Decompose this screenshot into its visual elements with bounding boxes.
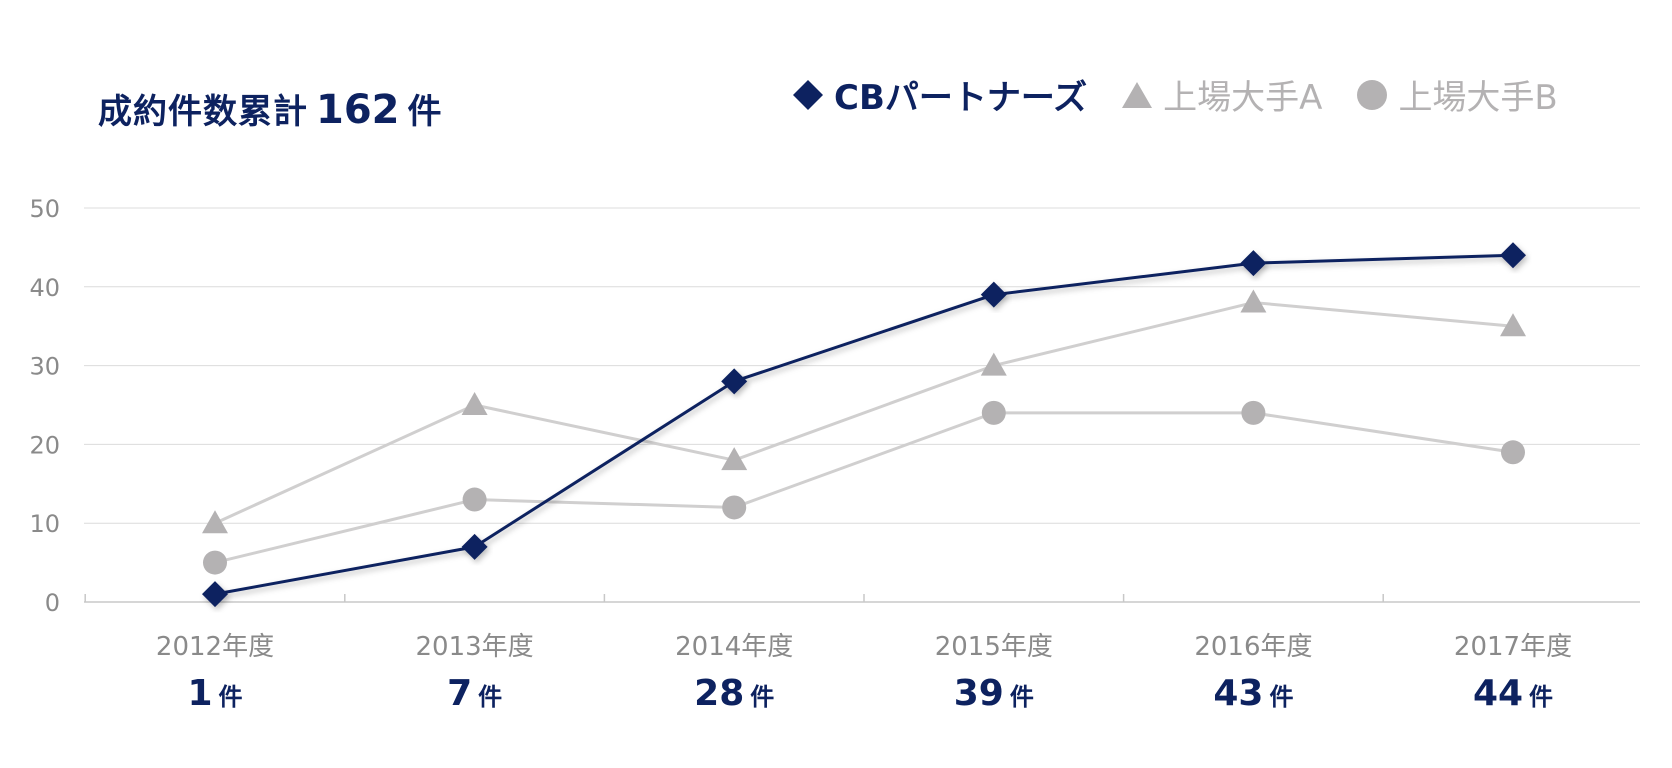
data-point <box>203 550 227 575</box>
x-tick-label: 2017年度 <box>1454 632 1572 662</box>
title-label: 成約件数累計 <box>98 92 308 132</box>
title-total: 162 <box>316 87 400 133</box>
legend-item-b: 上場大手B <box>1356 70 1558 119</box>
legend-item-a: 上場大手A <box>1121 70 1322 119</box>
data-point <box>1241 400 1266 425</box>
circle-icon <box>1357 79 1388 110</box>
legend-label: 上場大手A <box>1163 78 1323 118</box>
series-line-2 <box>214 411 1514 565</box>
count-value: 44 <box>1473 673 1523 714</box>
chart-title: 成約件数累計 162 件 <box>98 84 442 133</box>
data-point <box>721 447 748 471</box>
y-tick-label: 0 <box>45 589 60 617</box>
count-label: 43 件 <box>1213 673 1293 714</box>
data-point <box>721 368 748 395</box>
y-tick-label: 30 <box>29 353 60 381</box>
count-unit: 件 <box>1269 683 1293 711</box>
count-unit: 件 <box>750 683 774 711</box>
count-label: 28 件 <box>694 673 774 714</box>
y-tick-label: 10 <box>29 510 60 538</box>
diamond-icon <box>793 79 823 110</box>
data-point <box>980 281 1007 308</box>
x-tick-label: 2014年度 <box>675 632 793 662</box>
count-unit: 件 <box>1010 683 1034 711</box>
count-value: 39 <box>954 673 1004 714</box>
legend-item-cb: CBパートナーズ <box>792 70 1087 119</box>
x-tick-label: 2012年度 <box>156 632 274 662</box>
legend-label: CBパートナーズ <box>834 78 1088 118</box>
y-tick-label: 20 <box>29 431 60 459</box>
legend-label: 上場大手B <box>1398 78 1558 118</box>
data-point <box>1500 313 1526 337</box>
x-tick-label: 2013年度 <box>416 632 534 662</box>
x-tick-label: 2015年度 <box>935 632 1053 662</box>
data-point <box>461 533 488 560</box>
count-value: 1 <box>187 673 212 714</box>
y-tick-label: 40 <box>29 274 60 302</box>
data-point <box>981 400 1006 425</box>
data-point <box>1240 250 1267 277</box>
data-point <box>1501 440 1525 465</box>
data-point <box>462 487 487 512</box>
triangle-icon <box>1122 81 1153 108</box>
data-point <box>980 352 1007 376</box>
count-unit: 件 <box>1529 683 1553 711</box>
data-point <box>1240 289 1267 313</box>
data-point <box>722 495 747 520</box>
count-label: 44 件 <box>1473 673 1553 714</box>
count-value: 28 <box>694 673 744 714</box>
chart-legend: CBパートナーズ 上場大手A 上場大手B <box>792 70 1592 119</box>
count-unit: 件 <box>478 683 502 711</box>
x-tick-label: 2016年度 <box>1194 632 1312 662</box>
count-unit: 件 <box>219 683 243 711</box>
data-point <box>461 392 488 415</box>
count-label: 39 件 <box>954 673 1034 714</box>
series-line-0 <box>214 253 1514 596</box>
count-value: 43 <box>1213 673 1263 714</box>
count-value: 7 <box>447 673 472 714</box>
y-tick-label: 50 <box>29 195 60 223</box>
data-point <box>202 581 228 608</box>
title-unit: 件 <box>407 92 442 132</box>
data-point <box>202 510 228 534</box>
data-point <box>1500 242 1526 269</box>
series-line-1 <box>214 301 1514 525</box>
